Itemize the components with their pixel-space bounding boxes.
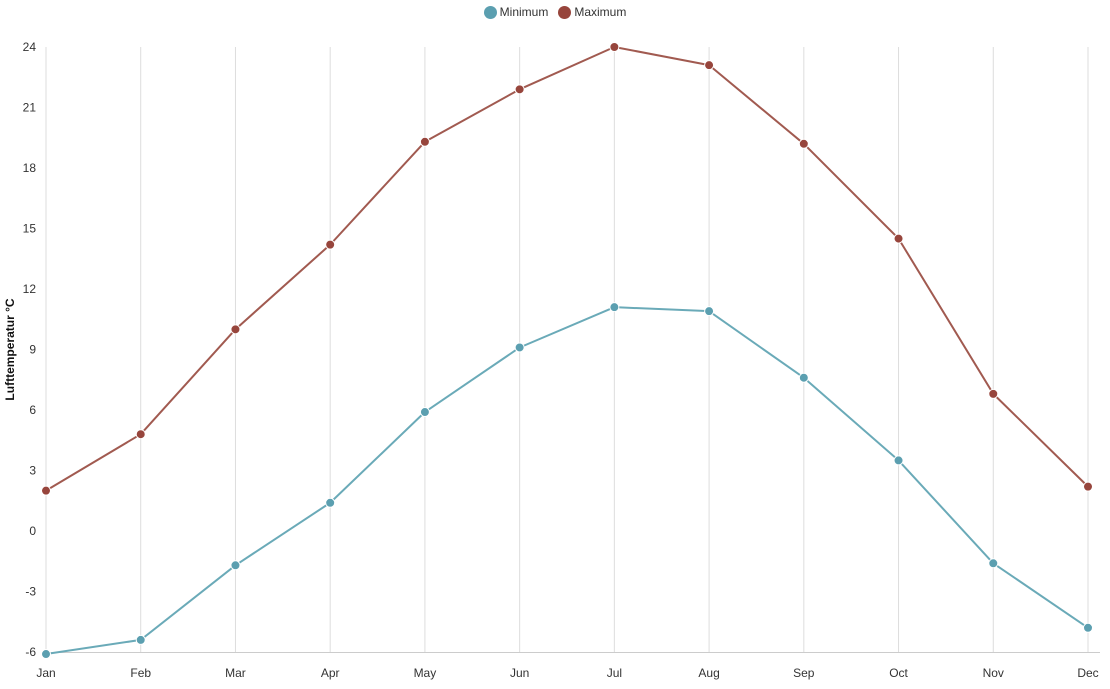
- y-tick-label: 0: [29, 524, 36, 538]
- data-point-maximum: [135, 429, 146, 440]
- y-tick-label: 24: [23, 40, 37, 54]
- y-tick-label: -3: [25, 585, 36, 599]
- x-tick-label: Apr: [321, 666, 340, 680]
- x-tick-label: Jul: [607, 666, 622, 680]
- series-line-maximum: [45, 46, 1089, 492]
- y-tick-label: 15: [23, 222, 37, 236]
- data-point-maximum: [41, 485, 51, 496]
- data-point-maximum: [1083, 481, 1093, 492]
- x-tick-label: Jun: [510, 666, 529, 680]
- data-point-minimum: [609, 302, 620, 313]
- legend-maximum-marker-icon: [558, 5, 572, 19]
- data-point-maximum: [893, 233, 904, 244]
- y-tick-label: 9: [29, 343, 36, 357]
- series-line-minimum: [45, 306, 1089, 656]
- x-tick-label: May: [414, 666, 437, 680]
- data-point-maximum: [419, 136, 430, 147]
- legend-item-maximum[interactable]: Maximum: [558, 5, 626, 19]
- x-tick-label: Oct: [889, 666, 908, 680]
- y-axis-label: Lufttemperatur °C: [3, 298, 17, 400]
- x-tick-label: Aug: [698, 666, 719, 680]
- x-tick-label: Dec: [1077, 666, 1098, 680]
- data-point-minimum: [704, 306, 715, 317]
- data-point-maximum: [988, 388, 999, 399]
- data-point-minimum: [135, 634, 146, 645]
- y-tick-label: 6: [29, 403, 36, 417]
- legend-minimum-marker-icon: [483, 5, 497, 19]
- data-point-maximum: [230, 324, 241, 335]
- data-point-maximum: [514, 84, 525, 95]
- y-tick-label: 12: [23, 282, 37, 296]
- legend: Minimum Maximum: [0, 5, 1110, 19]
- x-tick-label: Mar: [225, 666, 246, 680]
- x-tick-label: Sep: [793, 666, 815, 680]
- y-tick-label: 18: [23, 161, 37, 175]
- y-tick-label: 21: [23, 101, 37, 115]
- data-point-minimum: [325, 497, 336, 508]
- data-point-minimum: [41, 649, 51, 660]
- data-point-maximum: [704, 60, 715, 71]
- y-tick-label: -6: [25, 645, 36, 659]
- data-point-minimum: [230, 560, 241, 571]
- data-point-minimum: [988, 558, 999, 569]
- x-tick-label: Feb: [130, 666, 151, 680]
- data-point-maximum: [325, 239, 336, 250]
- data-point-maximum: [798, 138, 809, 149]
- data-point-minimum: [419, 407, 430, 418]
- legend-minimum-label: Minimum: [499, 5, 549, 19]
- data-point-minimum: [893, 455, 904, 466]
- data-point-maximum: [609, 42, 620, 52]
- data-point-minimum: [798, 372, 809, 383]
- data-point-minimum: [514, 342, 525, 353]
- x-tick-label: Jan: [36, 666, 55, 680]
- y-tick-label: 3: [29, 464, 36, 478]
- x-tick-label: Nov: [983, 666, 1004, 680]
- legend-item-minimum[interactable]: Minimum: [483, 5, 549, 19]
- data-point-minimum: [1083, 622, 1093, 633]
- legend-maximum-label: Maximum: [574, 5, 627, 19]
